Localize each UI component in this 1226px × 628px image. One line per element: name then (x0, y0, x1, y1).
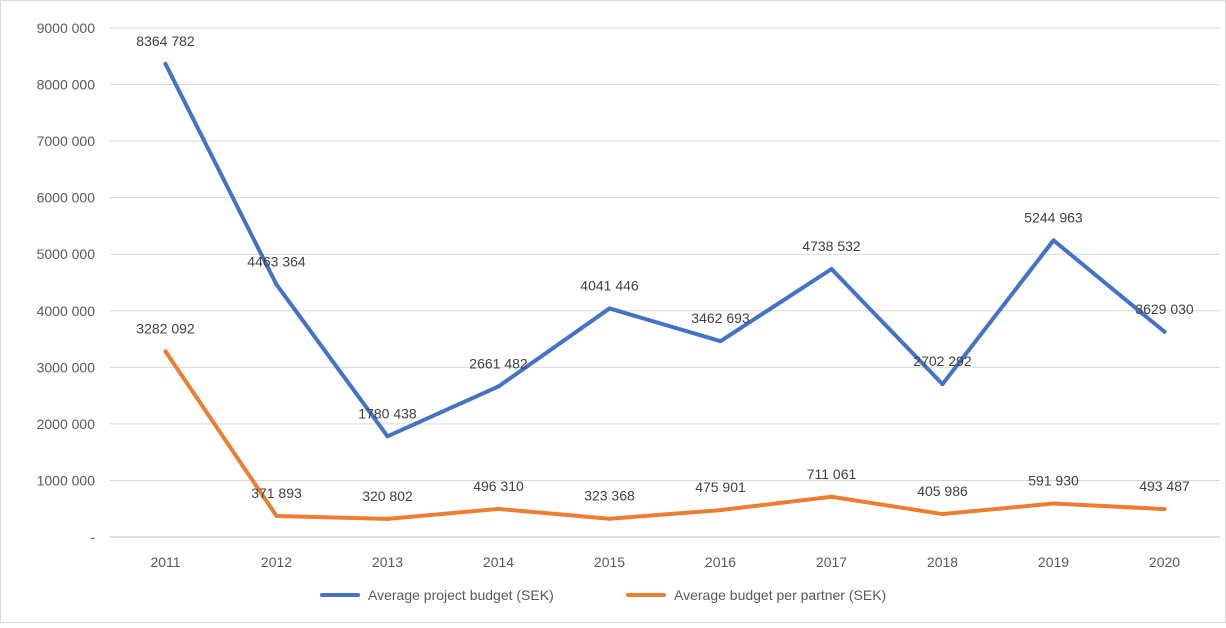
data-point (496, 384, 501, 389)
data-point (718, 508, 723, 513)
data-point (163, 61, 168, 66)
data-label: 3462 693 (691, 310, 750, 326)
data-point (1162, 507, 1167, 512)
axes: - 1000 000 2000 000 3000 000 4000 000 5000 00… (37, 20, 1220, 570)
x-tick-label: 2016 (705, 554, 736, 570)
series-line-1 (163, 349, 1167, 521)
data-label: 591 930 (1028, 473, 1079, 489)
x-tick-label: 2020 (1149, 554, 1180, 570)
data-label: 1780 438 (358, 405, 417, 421)
data-point (829, 494, 834, 499)
y-tick-label: 4000 000 (37, 303, 96, 319)
data-point (274, 513, 279, 518)
y-tick-label: 8000 000 (37, 77, 96, 93)
data-label: 323 368 (584, 488, 635, 504)
data-point (163, 349, 168, 354)
x-tick-label: 2012 (261, 554, 292, 570)
data-label: 371 893 (251, 485, 302, 501)
legend-label: Average project budget (SEK) (368, 587, 554, 603)
data-labels: 8364 782 4463 364 1780 438 2661 482 4041 446… (136, 33, 1194, 504)
data-point (718, 339, 723, 344)
y-tick-label: 1000 000 (37, 472, 96, 488)
data-label: 475 901 (695, 479, 746, 495)
data-label: 320 802 (362, 488, 413, 504)
legend-label: Average budget per partner (SEK) (674, 587, 886, 603)
data-label: 496 310 (473, 478, 524, 494)
data-point (385, 434, 390, 439)
data-point (385, 516, 390, 521)
data-point (940, 382, 945, 387)
data-label: 493 487 (1139, 478, 1190, 494)
data-label: 2702 292 (913, 353, 972, 369)
data-label: 5244 963 (1024, 209, 1083, 225)
data-point (829, 267, 834, 272)
x-tick-label: 2011 (150, 554, 180, 570)
series-lines (163, 61, 1167, 521)
data-label: 3282 092 (136, 320, 195, 336)
y-tick-label: 3000 000 (37, 359, 96, 375)
data-label: 2661 482 (469, 355, 528, 371)
y-tick-label: 6000 000 (37, 190, 96, 206)
y-tick-label: - (90, 529, 95, 545)
data-label: 4738 532 (802, 238, 861, 254)
y-tick-label: 5000 000 (37, 246, 96, 262)
data-label: 3629 030 (1135, 301, 1194, 317)
data-point (607, 516, 612, 521)
y-tick-label: 9000 000 (37, 20, 96, 36)
series-line-0 (163, 61, 1167, 439)
data-label: 711 061 (807, 466, 857, 482)
x-tick-label: 2018 (927, 554, 958, 570)
data-point (274, 282, 279, 287)
y-tick-label: 7000 000 (37, 133, 96, 149)
data-point (496, 506, 501, 511)
x-tick-label: 2013 (372, 554, 403, 570)
data-point (1051, 501, 1056, 506)
x-tick-label: 2015 (594, 554, 625, 570)
data-label: 405 986 (917, 483, 968, 499)
data-point (1162, 329, 1167, 334)
x-tick-label: 2017 (816, 554, 847, 570)
data-point (940, 512, 945, 517)
x-tick-label: 2019 (1038, 554, 1069, 570)
y-tick-label: 2000 000 (37, 416, 96, 432)
data-point (607, 306, 612, 311)
x-tick-label: 2014 (483, 554, 514, 570)
data-label: 4463 364 (247, 254, 306, 270)
data-label: 4041 446 (580, 277, 639, 293)
legend: Average project budget (SEK) Average budg… (320, 587, 886, 603)
data-point (1051, 238, 1056, 243)
data-label: 8364 782 (136, 33, 195, 49)
